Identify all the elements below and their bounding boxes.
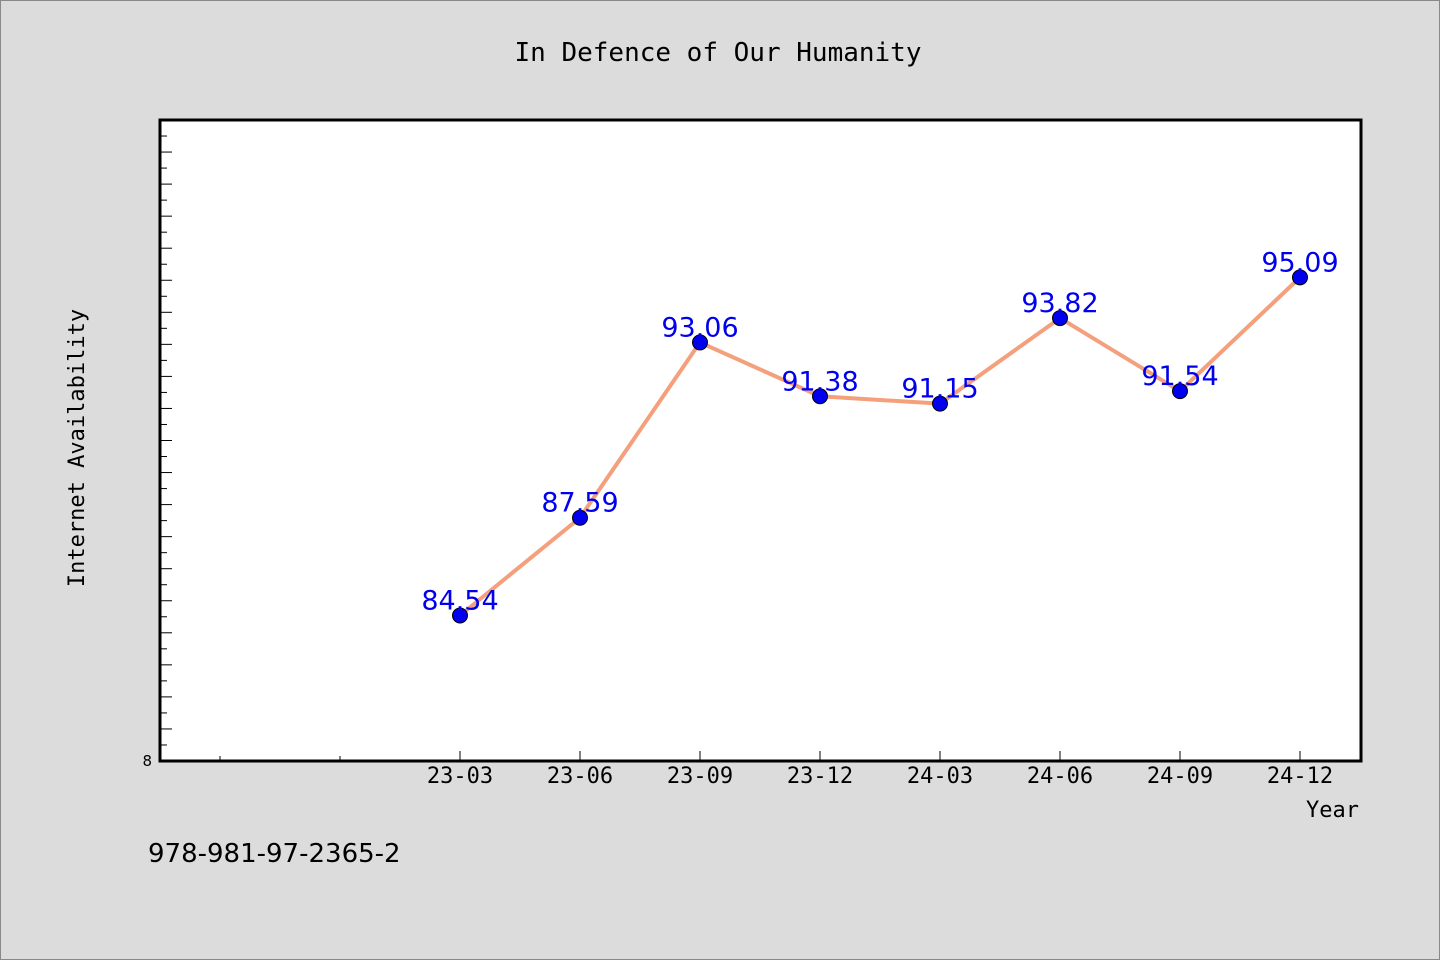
- x-tick-label: 24-09: [1147, 764, 1213, 789]
- x-tick-label: 24-06: [1027, 764, 1093, 789]
- chart-title: In Defence of Our Humanity: [515, 38, 922, 68]
- data-label: 87.59: [541, 488, 618, 519]
- plot-area: [158, 118, 1363, 763]
- x-tick-label: 23-09: [667, 764, 733, 789]
- data-point: [932, 395, 948, 412]
- x-axis-label: Year: [1306, 798, 1359, 823]
- data-label: 91.38: [781, 366, 858, 397]
- x-tick-label: 24-12: [1267, 764, 1333, 789]
- data-label: 84.54: [421, 585, 498, 616]
- data-label: 93.82: [1021, 288, 1098, 319]
- data-label: 93.06: [661, 312, 738, 343]
- data-point: [1052, 310, 1068, 327]
- data-point: [812, 388, 828, 405]
- footer-isbn: 978-981-97-2365-2: [148, 839, 401, 869]
- data-point: [692, 334, 708, 351]
- data-point: [1292, 269, 1308, 286]
- x-axis-ticks: 23-03 23-06 23-09 23-12 24-03 24-06 24-09 24-12: [219, 751, 1333, 789]
- data-point: [1172, 383, 1188, 400]
- y-tick-label: 8: [142, 752, 152, 770]
- data-point: [572, 509, 588, 526]
- y-axis-label: Internet Availability: [65, 309, 90, 587]
- data-label: 95.09: [1261, 247, 1338, 278]
- y-axis-ticks: 8: [142, 135, 172, 770]
- series-line: [458, 275, 1302, 618]
- x-tick-label: 23-06: [547, 764, 613, 789]
- x-tick-label: 23-03: [427, 764, 493, 789]
- x-tick-label: 24-03: [907, 764, 973, 789]
- data-point: [452, 607, 468, 624]
- series-layer: 84.54 87.59 93.06 91.38 91.15 93.82 91.54 95.09: [421, 247, 1339, 624]
- data-label: 91.15: [901, 374, 978, 405]
- data-label: 91.54: [1141, 361, 1218, 392]
- x-tick-label: 23-12: [787, 764, 853, 789]
